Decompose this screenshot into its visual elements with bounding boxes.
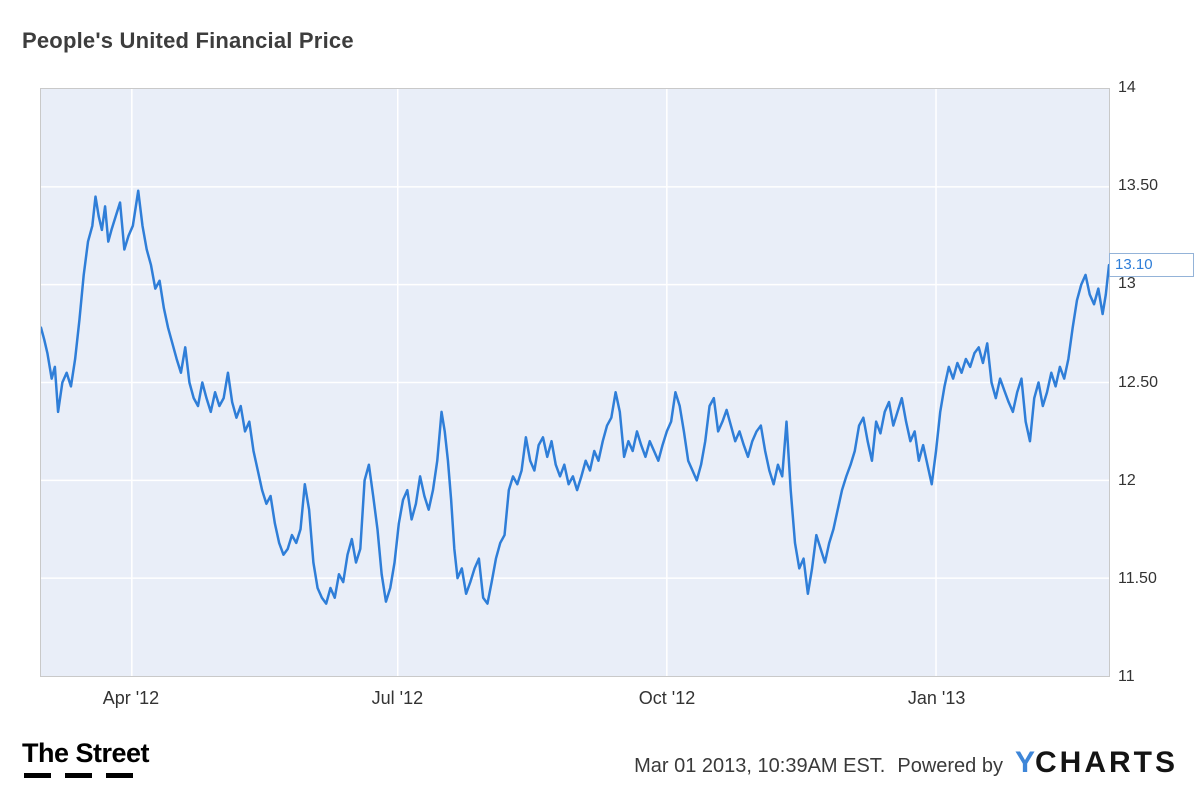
powered-by-label: Powered by <box>897 755 1003 777</box>
timestamp: Mar 01 2013, 10:39AM EST. <box>634 755 886 777</box>
chart-title: People's United Financial Price <box>22 28 354 53</box>
logo-bar <box>106 773 133 778</box>
x-axis-label: Jul '12 <box>371 688 424 708</box>
y-axis-label: 11 <box>1118 668 1135 685</box>
logo-bar <box>65 773 92 778</box>
footer-attribution: Mar 01 2013, 10:39AM EST. Powered by YCH… <box>634 746 1178 780</box>
ycharts-logo: YCHARTS <box>1015 746 1178 780</box>
x-axis-label: Oct '12 <box>638 688 696 708</box>
y-axis-label: 13 <box>1118 275 1136 293</box>
y-axis-label: 13.50 <box>1118 177 1159 195</box>
thestreet-logo: The Street <box>22 738 150 778</box>
y-axis-label: 12 <box>1118 471 1136 489</box>
price-line-svg <box>41 89 1109 676</box>
thestreet-logo-text: The Street <box>22 738 150 768</box>
thestreet-logo-bars <box>24 773 149 778</box>
ycharts-y-icon: Y <box>1014 746 1035 779</box>
y-axis-label: 12.50 <box>1118 373 1159 391</box>
x-axis-label: Jan '13 <box>907 688 966 708</box>
last-price-value: 13.10 <box>1115 255 1153 273</box>
y-axis-label: 11.50 <box>1118 569 1157 587</box>
price-series-line <box>41 189 1109 605</box>
ycharts-logo-text: CHARTS <box>1035 746 1178 779</box>
last-price-label: 13.10 <box>1109 252 1194 277</box>
y-axis-label: 14 <box>1118 79 1136 96</box>
x-axis-label: Apr '12 <box>102 688 160 708</box>
plot-area <box>40 88 1110 677</box>
logo-bar <box>24 773 51 778</box>
